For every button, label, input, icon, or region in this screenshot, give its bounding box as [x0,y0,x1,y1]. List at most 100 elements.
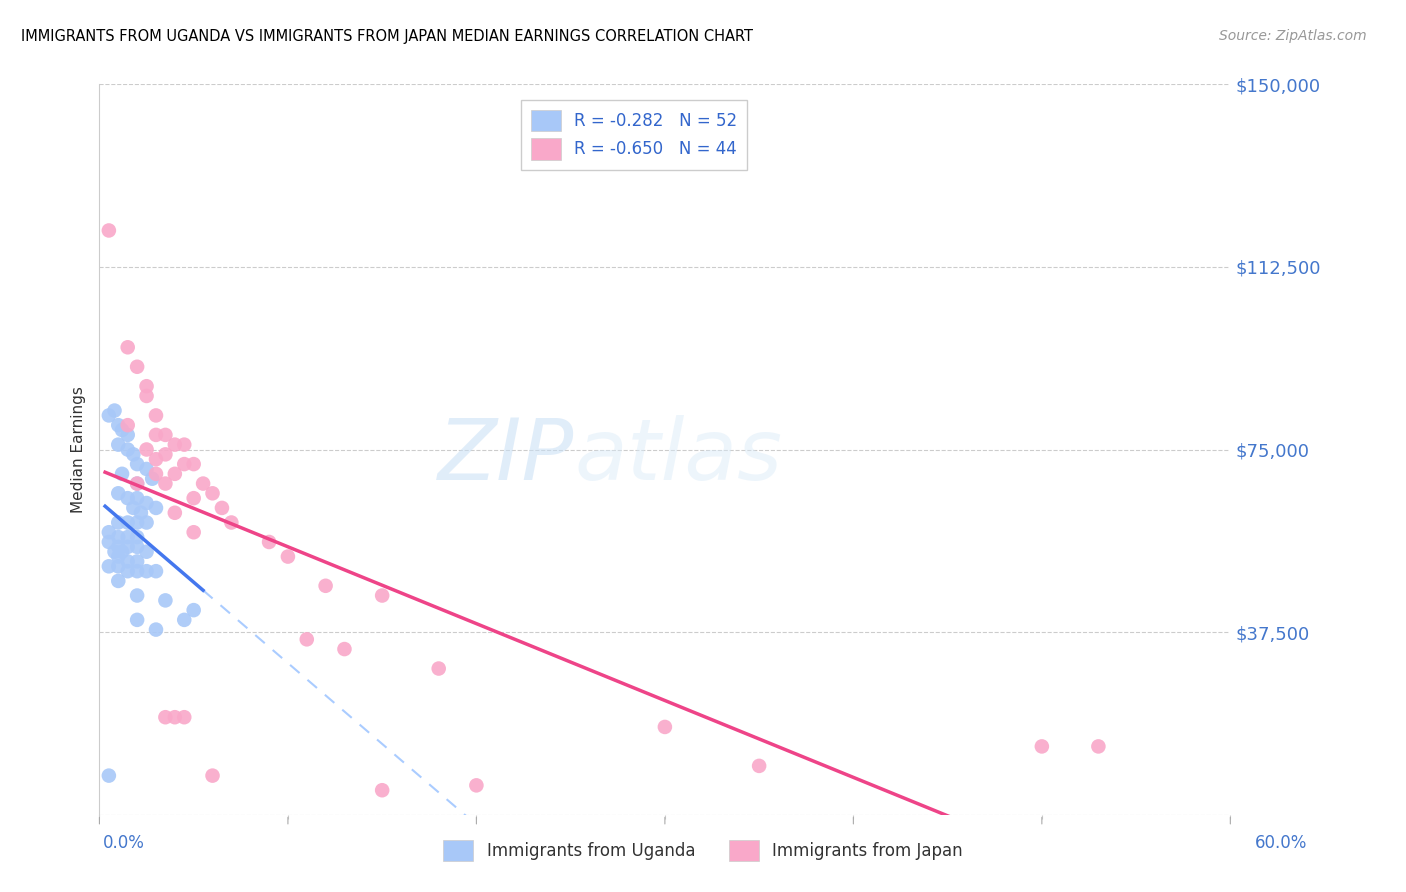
Point [97,535,120,549]
Point [127,516,149,530]
Point [155,593,177,607]
Point [145,452,167,467]
Point [107,516,129,530]
Point [129,506,152,520]
Text: 60.0%: 60.0% [1256,834,1308,852]
Point [107,437,129,451]
Point [1087,739,1109,754]
Legend: Immigrants from Uganda, Immigrants from Japan: Immigrants from Uganda, Immigrants from … [437,833,969,868]
Point [122,500,145,515]
Point [107,574,129,588]
Point [107,418,129,433]
Point [127,359,149,374]
Point [117,340,139,354]
Point [163,710,186,724]
Point [748,759,770,773]
Point [111,545,134,559]
Point [183,525,205,540]
Point [122,447,145,461]
Point [1031,739,1053,754]
Point [191,476,214,491]
Point [97,525,120,540]
Point [135,496,157,510]
Point [135,389,157,403]
Point [111,467,134,481]
Point [135,379,157,393]
Text: ZIP: ZIP [439,416,575,499]
Point [145,428,167,442]
Point [163,467,186,481]
Point [183,457,205,471]
Point [371,589,394,603]
Point [117,554,139,568]
Point [145,409,167,423]
Point [201,486,224,500]
Text: 0.0%: 0.0% [103,834,145,852]
Point [145,564,167,578]
Point [107,540,129,554]
Point [117,491,139,505]
Point [117,530,139,544]
Point [117,516,139,530]
Point [315,579,337,593]
Point [127,457,149,471]
Text: Source: ZipAtlas.com: Source: ZipAtlas.com [1219,29,1367,43]
Point [145,500,167,515]
Point [103,403,125,417]
Text: atlas: atlas [575,416,782,499]
Point [163,437,186,451]
Point [333,642,356,657]
Y-axis label: Median Earnings: Median Earnings [72,386,86,513]
Legend: R = -0.282   N = 52, R = -0.650   N = 44: R = -0.282 N = 52, R = -0.650 N = 44 [520,100,747,169]
Point [183,491,205,505]
Point [127,476,149,491]
Point [117,540,139,554]
Point [117,418,139,433]
Point [173,710,195,724]
Point [127,530,149,544]
Point [427,661,450,675]
Point [135,442,157,457]
Point [107,530,129,544]
Point [211,500,233,515]
Point [145,623,167,637]
Point [371,783,394,797]
Point [155,428,177,442]
Point [155,710,177,724]
Point [173,437,195,451]
Point [127,554,149,568]
Point [277,549,299,564]
Point [127,540,149,554]
Point [135,462,157,476]
Point [221,516,243,530]
Point [111,423,134,437]
Point [117,428,139,442]
Point [654,720,676,734]
Point [107,549,129,564]
Point [97,223,120,237]
Point [107,486,129,500]
Point [141,472,163,486]
Point [135,564,157,578]
Point [173,457,195,471]
Text: IMMIGRANTS FROM UGANDA VS IMMIGRANTS FROM JAPAN MEDIAN EARNINGS CORRELATION CHAR: IMMIGRANTS FROM UGANDA VS IMMIGRANTS FRO… [21,29,754,44]
Point [107,559,129,574]
Point [127,564,149,578]
Point [127,476,149,491]
Point [117,564,139,578]
Point [127,491,149,505]
Point [201,769,224,783]
Point [97,769,120,783]
Point [127,613,149,627]
Point [117,442,139,457]
Point [145,467,167,481]
Point [173,613,195,627]
Point [135,516,157,530]
Point [103,545,125,559]
Point [135,545,157,559]
Point [127,589,149,603]
Point [465,778,488,792]
Point [163,506,186,520]
Point [97,409,120,423]
Point [155,447,177,461]
